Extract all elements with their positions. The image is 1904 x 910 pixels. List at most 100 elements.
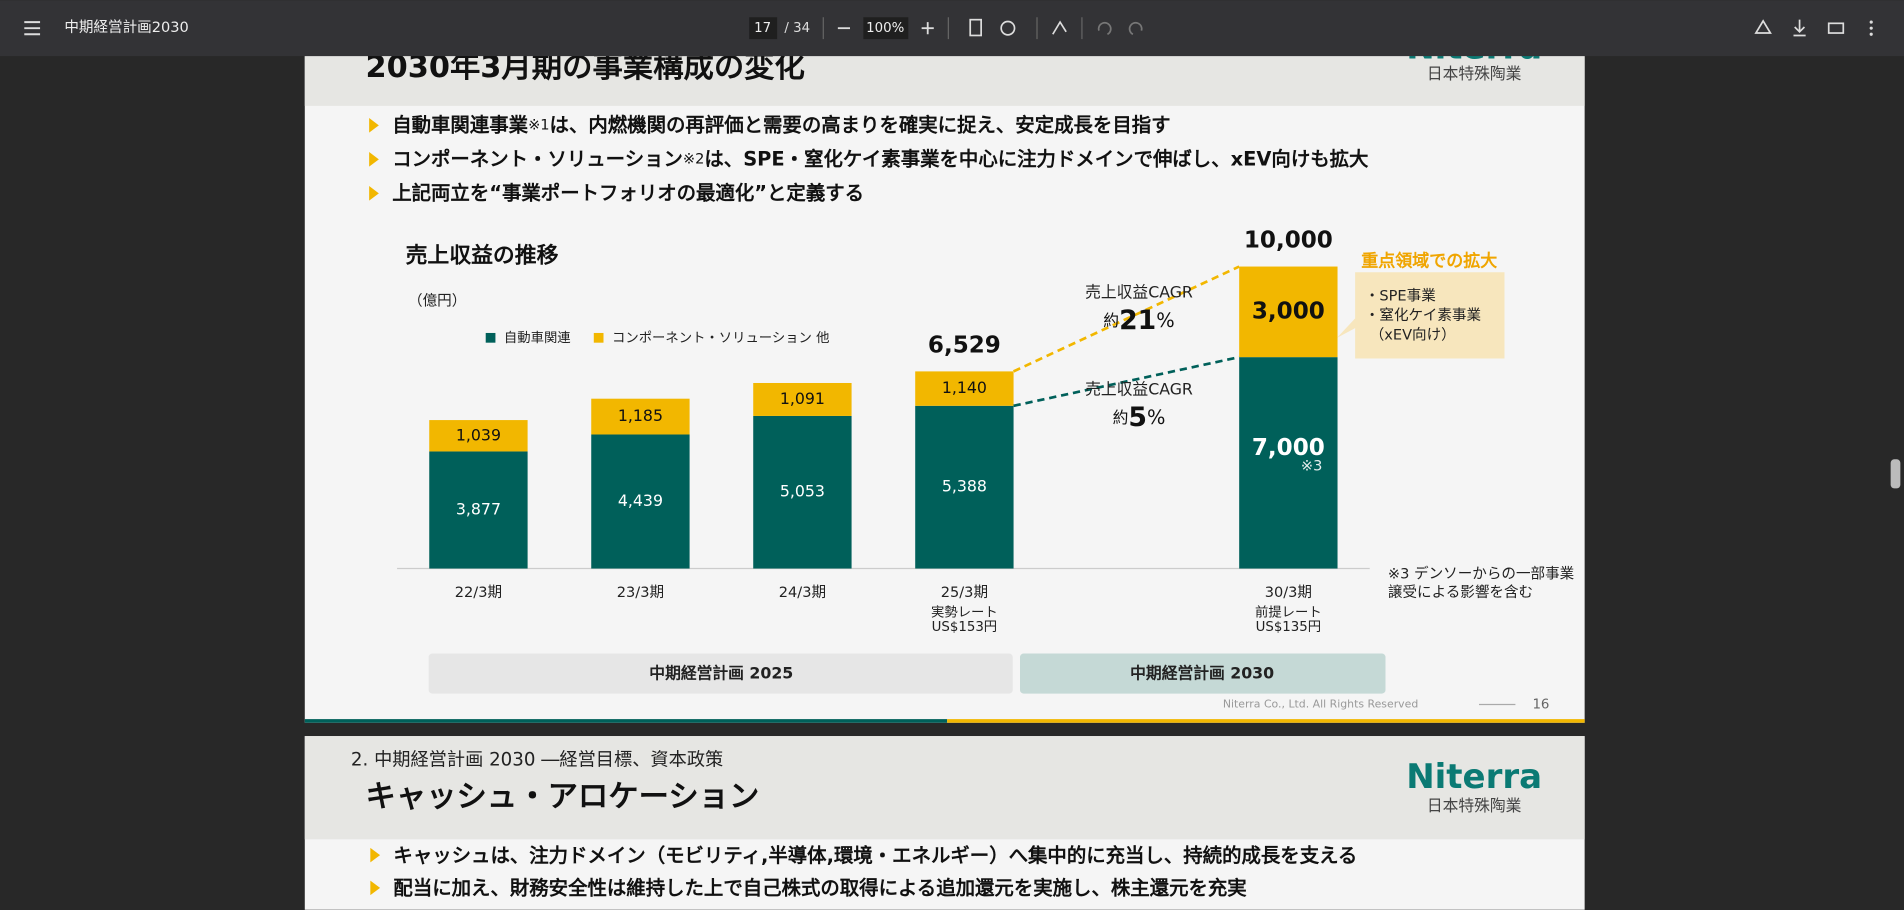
footnote: ※3 デンソーからの一部事業 bbox=[1388, 565, 1575, 583]
plan-label: 中期経営計画 2030 bbox=[1130, 664, 1274, 683]
note-mark: ※2 bbox=[683, 150, 704, 167]
x-tick-label: 30/3期 bbox=[1265, 584, 1312, 601]
bar-segment bbox=[429, 451, 528, 569]
unit-label: （億円） bbox=[408, 292, 466, 309]
callout-item: ・SPE事業 bbox=[1365, 288, 1436, 305]
undo-icon[interactable] bbox=[1097, 21, 1112, 36]
footer: Niterra Co., Ltd. All Rights Reserved bbox=[1223, 698, 1418, 711]
scrollbar-thumb[interactable] bbox=[1890, 459, 1901, 489]
toolbar bbox=[0, 0, 1904, 57]
cagr-value: 約21% bbox=[1103, 304, 1174, 335]
bullet-icon bbox=[369, 118, 379, 133]
value-label: 1,140 bbox=[942, 378, 987, 397]
plan-box bbox=[1020, 653, 1386, 694]
cagr-label: 売上収益CAGR bbox=[1085, 282, 1193, 301]
bullet-list: 自動車関連事業※1は、内燃機関の再評価と需要の高まりを確実に捉え、安定成長を目指… bbox=[369, 113, 1369, 204]
bullet-text: コンポーネント・ソリューション※2は、SPE・窒化ケイ素事業を中心に注力ドメイン… bbox=[392, 147, 1369, 170]
legend-swatch bbox=[593, 332, 604, 343]
cagr-prefix: 約 bbox=[1113, 407, 1129, 426]
cagr-number: 5 bbox=[1128, 401, 1147, 432]
callout-box bbox=[1336, 272, 1505, 359]
value-label: 5,053 bbox=[780, 482, 825, 501]
bar-segment bbox=[753, 382, 852, 416]
bar-segment bbox=[591, 398, 690, 435]
bullet-run: は、内燃機関の再評価と需要の高まりを確実に捉え、安定成長を目指す bbox=[550, 113, 1171, 136]
bullet-run: は、SPE・窒化ケイ素事業を中心に注力ドメインで伸ばし、xEV向けも拡大 bbox=[704, 147, 1369, 170]
footer-band bbox=[947, 719, 1585, 723]
fit-icon[interactable] bbox=[969, 18, 982, 37]
cagr-label: 売上収益CAGR bbox=[1085, 380, 1193, 399]
bullet-text: 上記両立を“事業ポートフォリオの最適化”と定義する bbox=[392, 181, 864, 204]
x-tick-label: 23/3期 bbox=[617, 584, 664, 601]
trend-connector bbox=[1013, 265, 1240, 373]
page-current[interactable]: 17 bbox=[754, 21, 771, 36]
note-mark: ※1 bbox=[528, 116, 549, 133]
value-label: 1,185 bbox=[618, 406, 663, 425]
value-label: 3,877 bbox=[456, 499, 501, 518]
trend-connector bbox=[1013, 355, 1240, 408]
bar-segment bbox=[1239, 357, 1338, 569]
x-tick-label: 22/3期 bbox=[455, 584, 502, 601]
slide-header bbox=[304, 736, 1585, 840]
bullet-text: 配当に加え、財務安全性は維持した上で自己株式の取得による追加還元を実施し、株主還… bbox=[393, 877, 1247, 900]
cagr-suffix: % bbox=[1147, 405, 1165, 428]
callout-item: ・窒化ケイ素事業 bbox=[1365, 306, 1482, 324]
category-note: US$153円 bbox=[932, 620, 998, 635]
cagr-suffix: % bbox=[1156, 308, 1174, 331]
value-label: 4,439 bbox=[618, 491, 663, 510]
category-note: 実勢レート bbox=[931, 604, 998, 620]
more-icon[interactable] bbox=[1869, 20, 1873, 36]
chart-title: 売上収益の推移 bbox=[406, 242, 559, 268]
print-icon[interactable] bbox=[1827, 22, 1845, 34]
logo: Niterra bbox=[1406, 757, 1542, 797]
bullet-text: 自動車関連事業※1は、内燃機関の再評価と需要の高まりを確実に捉え、安定成長を目指… bbox=[392, 113, 1170, 136]
logo-sub: 日本特殊陶業 bbox=[1427, 796, 1522, 815]
value-label: 3,000 bbox=[1252, 298, 1325, 324]
chart: 自動車関連 コンポーネント・ソリューション 他 22/3期 3,877 1,039 23/… bbox=[397, 228, 1370, 635]
callout-item: （xEV向け） bbox=[1370, 326, 1456, 343]
cagr-number: 21 bbox=[1119, 304, 1156, 335]
callout-title: 重点領域での拡大 bbox=[1361, 250, 1497, 271]
note-mark: ※3 bbox=[1301, 457, 1322, 474]
bullet-icon bbox=[370, 847, 381, 863]
value-label: 1,091 bbox=[780, 389, 825, 408]
page-number: 16 bbox=[1532, 698, 1549, 713]
menu-icon[interactable] bbox=[24, 21, 41, 36]
bullet-run: コンポーネント・ソリューション bbox=[392, 147, 683, 170]
page-input[interactable] bbox=[749, 17, 778, 40]
bullet-icon bbox=[369, 152, 379, 167]
download-icon[interactable] bbox=[1793, 19, 1806, 37]
zoom-input[interactable] bbox=[863, 17, 909, 40]
value-label: 7,000 bbox=[1252, 435, 1325, 461]
cagr-prefix: 約 bbox=[1103, 310, 1119, 329]
section-label: 2. 中期経営計画 2030 ―経営目標、資本政策 bbox=[351, 749, 723, 770]
rotate-icon[interactable] bbox=[1000, 20, 1016, 36]
zoom-value[interactable]: 100% bbox=[866, 21, 904, 36]
cagr-value: 約5% bbox=[1113, 401, 1166, 432]
value-label: 5,388 bbox=[942, 477, 987, 496]
total-label: 6,529 bbox=[928, 332, 1001, 358]
bar-segment bbox=[753, 415, 852, 569]
legend-label: コンポーネント・ソリューション 他 bbox=[612, 330, 829, 346]
bar-segment bbox=[429, 420, 528, 452]
total-label: 10,000 bbox=[1244, 228, 1333, 254]
legend-swatch bbox=[485, 332, 496, 343]
x-tick-label: 25/3期 bbox=[941, 584, 988, 601]
annotate-icon[interactable] bbox=[1052, 20, 1067, 35]
plan-label: 中期経営計画 2025 bbox=[649, 664, 793, 683]
slide-title: キャッシュ・アロケーション bbox=[366, 780, 760, 815]
logo-sub: 日本特殊陶業 bbox=[1427, 64, 1522, 83]
value-label: 1,039 bbox=[456, 425, 501, 444]
bar-segment bbox=[591, 434, 690, 569]
category-note: 前提レート bbox=[1255, 603, 1322, 620]
bar-segment bbox=[915, 405, 1014, 569]
zoom-in[interactable] bbox=[921, 22, 934, 35]
redo-icon[interactable] bbox=[1128, 21, 1143, 36]
bar-segment bbox=[1239, 266, 1338, 358]
legend-label: 自動車関連 bbox=[504, 330, 571, 346]
drive-icon[interactable] bbox=[1754, 19, 1772, 34]
bullet-icon bbox=[370, 880, 381, 896]
bullet-text: キャッシュは、注力ドメイン（モビリティ,半導体,環境・エネルギー）へ集中的に充当… bbox=[393, 844, 1357, 867]
